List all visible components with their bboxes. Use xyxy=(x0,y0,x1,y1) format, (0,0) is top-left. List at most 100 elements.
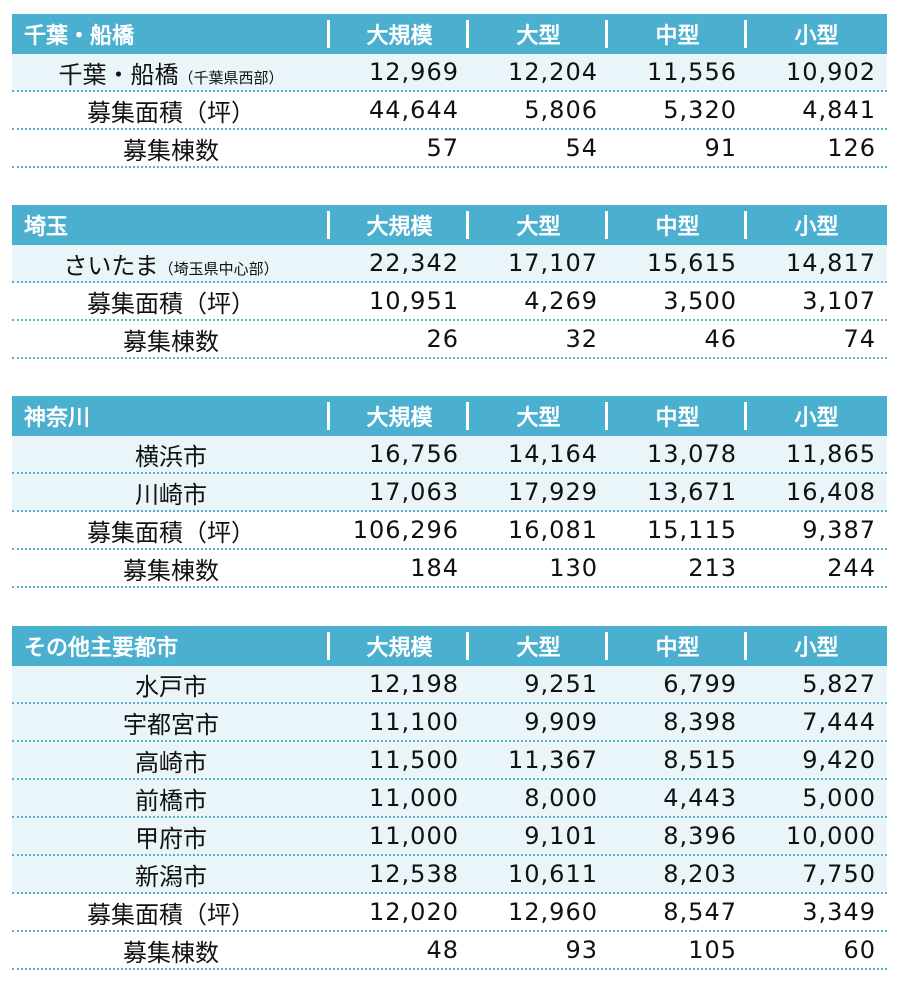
cell-value: 5,827 xyxy=(802,670,876,698)
column-header: 小型 xyxy=(794,406,839,431)
column-header: 大型 xyxy=(469,18,608,50)
cell-value: 48 xyxy=(426,936,459,964)
cell-value: 9,420 xyxy=(802,746,876,774)
column-header: 中型 xyxy=(608,400,747,432)
table-section: 千葉・船橋 大規模 大型 中型 小型 千葉・船橋（千葉県西部） 12,969 12,204 11… xyxy=(12,14,887,168)
cell-value: 3,349 xyxy=(802,898,876,926)
cell-value: 11,100 xyxy=(369,708,459,736)
cell-value: 10,611 xyxy=(508,860,598,888)
row-label: 川崎市 xyxy=(12,475,330,510)
table-row: 募集面積（坪） 44,644 5,806 5,320 4,841 xyxy=(12,92,887,130)
row-label: 募集棟数 xyxy=(12,551,330,586)
cell-value: 126 xyxy=(827,134,876,162)
table-row: さいたま（埼玉県中心部） 22,342 17,107 15,615 14,817 xyxy=(12,245,887,283)
cell-value: 11,000 xyxy=(369,822,459,850)
row-label-text: 水戸市 xyxy=(135,672,207,701)
column-header: 小型 xyxy=(794,636,839,661)
column-header: 大規模 xyxy=(330,209,469,241)
cell-value: 16,408 xyxy=(786,478,876,506)
table-row: 募集面積（坪） 10,951 4,269 3,500 3,107 xyxy=(12,283,887,321)
row-label: 募集面積（坪） xyxy=(12,895,330,930)
row-label-text: 高崎市 xyxy=(135,748,207,777)
cell-value: 46 xyxy=(704,325,737,353)
cell-value: 9,251 xyxy=(524,670,598,698)
cell-value: 22,342 xyxy=(369,249,459,277)
cell-value: 54 xyxy=(565,134,598,162)
row-label-sub: （埼玉県中心部） xyxy=(158,259,279,278)
cell-value: 15,115 xyxy=(647,516,737,544)
column-header: 大規模 xyxy=(330,400,469,432)
table-row: 募集棟数 57 54 91 126 xyxy=(12,130,887,168)
cell-value: 3,500 xyxy=(663,287,737,315)
cell-value: 105 xyxy=(688,936,737,964)
cell-value: 8,203 xyxy=(663,860,737,888)
table-row: 高崎市 11,500 11,367 8,515 9,420 xyxy=(12,742,887,780)
column-header: 小型 xyxy=(794,215,839,240)
cell-value: 5,000 xyxy=(802,784,876,812)
column-header: 大規模 xyxy=(330,630,469,662)
table-row: 新潟市 12,538 10,611 8,203 7,750 xyxy=(12,856,887,894)
cell-value: 12,960 xyxy=(508,898,598,926)
cell-value: 10,000 xyxy=(786,822,876,850)
cell-value: 32 xyxy=(565,325,598,353)
row-label-text: 募集棟数 xyxy=(123,938,219,967)
table-row: 宇都宮市 11,100 9,909 8,398 7,444 xyxy=(12,704,887,742)
cell-value: 8,547 xyxy=(663,898,737,926)
cell-value: 9,387 xyxy=(802,516,876,544)
column-header: 大型 xyxy=(469,209,608,241)
cell-value: 4,269 xyxy=(524,287,598,315)
column-header: 大規模 xyxy=(330,18,469,50)
cell-value: 8,515 xyxy=(663,746,737,774)
row-label-text: 募集面積（坪） xyxy=(87,289,255,318)
cell-value: 11,556 xyxy=(647,58,737,86)
row-label-text: 川崎市 xyxy=(135,480,207,509)
cell-value: 130 xyxy=(549,554,598,582)
row-label-text: 募集面積（坪） xyxy=(87,900,255,929)
cell-value: 60 xyxy=(843,936,876,964)
row-label: 募集面積（坪） xyxy=(12,284,330,319)
row-label-sub: （千葉県西部） xyxy=(178,68,284,87)
column-header: 小型 xyxy=(794,24,839,49)
cell-value: 3,107 xyxy=(802,287,876,315)
table-header: 千葉・船橋 大規模 大型 中型 小型 xyxy=(12,14,887,54)
section-title: 神奈川 xyxy=(12,400,330,432)
cell-value: 4,841 xyxy=(802,96,876,124)
cell-value: 7,750 xyxy=(802,860,876,888)
cell-value: 4,443 xyxy=(663,784,737,812)
cell-value: 16,756 xyxy=(369,440,459,468)
cell-value: 244 xyxy=(827,554,876,582)
cell-value: 5,806 xyxy=(524,96,598,124)
table-row: 募集棟数 48 93 105 60 xyxy=(12,932,887,970)
cell-value: 11,500 xyxy=(369,746,459,774)
section-title: 千葉・船橋 xyxy=(12,18,330,50)
cell-value: 93 xyxy=(565,936,598,964)
row-label: 水戸市 xyxy=(12,667,330,702)
column-header: 中型 xyxy=(608,630,747,662)
row-label: 高崎市 xyxy=(12,743,330,778)
cell-value: 26 xyxy=(426,325,459,353)
cell-value: 91 xyxy=(704,134,737,162)
cell-value: 184 xyxy=(410,554,459,582)
table-row: 水戸市 12,198 9,251 6,799 5,827 xyxy=(12,666,887,704)
column-header: 中型 xyxy=(608,209,747,241)
row-label: 前橋市 xyxy=(12,781,330,816)
row-label: 宇都宮市 xyxy=(12,705,330,740)
table-row: 川崎市 17,063 17,929 13,671 16,408 xyxy=(12,474,887,512)
cell-value: 8,396 xyxy=(663,822,737,850)
table-row: 募集面積（坪） 12,020 12,960 8,547 3,349 xyxy=(12,894,887,932)
cell-value: 6,799 xyxy=(663,670,737,698)
cell-value: 12,204 xyxy=(508,58,598,86)
column-header: 大型 xyxy=(469,400,608,432)
cell-value: 106,296 xyxy=(352,516,459,544)
cell-value: 9,101 xyxy=(524,822,598,850)
row-label: さいたま（埼玉県中心部） xyxy=(12,246,330,281)
row-label-text: 前橋市 xyxy=(135,786,207,815)
row-label: 甲府市 xyxy=(12,819,330,854)
row-label-text: 募集面積（坪） xyxy=(87,98,255,127)
cell-value: 17,107 xyxy=(508,249,598,277)
table-header: 神奈川 大規模 大型 中型 小型 xyxy=(12,396,887,436)
cell-value: 57 xyxy=(426,134,459,162)
cell-value: 213 xyxy=(688,554,737,582)
row-label-text: 募集面積（坪） xyxy=(87,518,255,547)
cell-value: 14,164 xyxy=(508,440,598,468)
